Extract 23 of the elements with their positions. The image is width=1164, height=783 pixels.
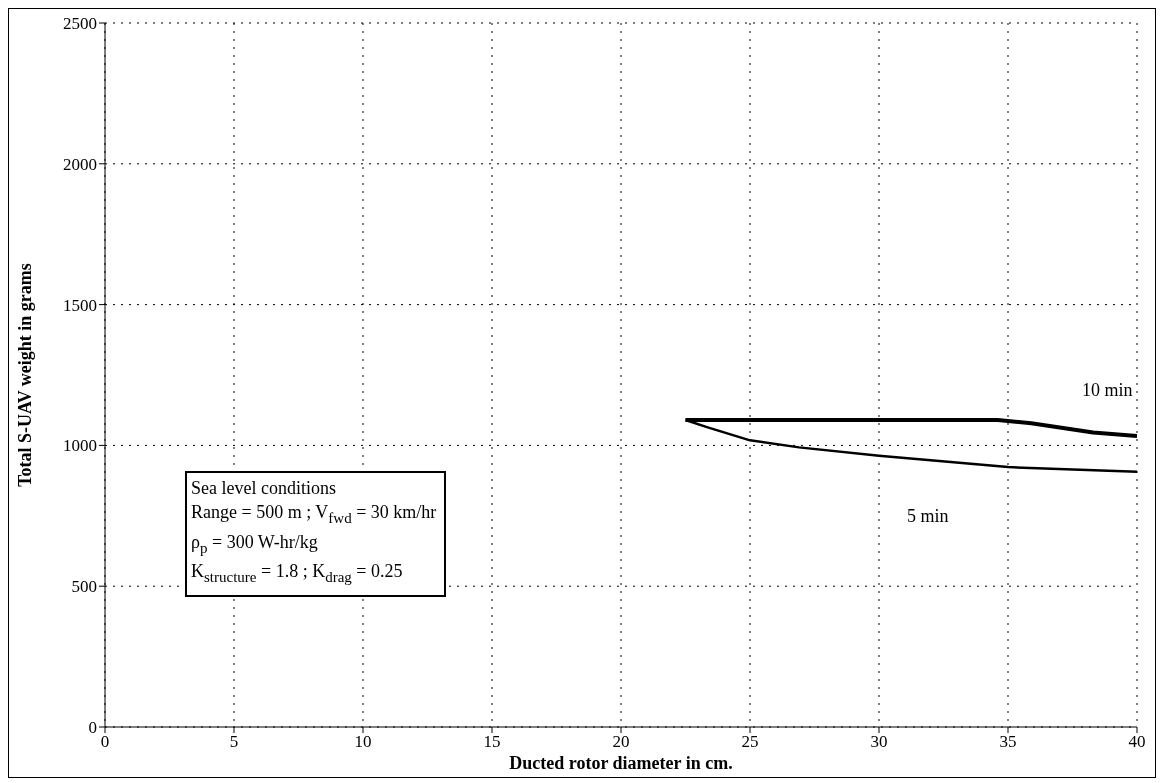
annotation: Range = 500 m ; V$_{fwd}$ = 30 km/hr: [191, 501, 437, 528]
series-label: 10 min: [1082, 380, 1133, 401]
x-tick-label: 20: [612, 732, 630, 752]
y-tick-label: 0: [88, 718, 97, 738]
x-tick-label: 25: [741, 732, 759, 752]
x-tick-label: 0: [100, 732, 110, 752]
x-tick-label: 40: [1128, 732, 1146, 752]
y-tick-label: 1000: [63, 436, 97, 456]
y-axis-title: Total S-UAV weight in grams: [15, 263, 36, 487]
x-tick-label: 10: [354, 732, 372, 752]
annotation: ρ$_{p}$ = 300 W-hr/kg: [191, 530, 319, 558]
annotation: K$_{structure}$ = 1.8 ; K$_{drag}$ = 0.25: [191, 560, 404, 587]
text: 5 min: [907, 505, 949, 526]
x-axis-title: Ducted rotor diameter in cm.: [509, 753, 733, 773]
x-tick-label: 35: [999, 732, 1017, 752]
x-tick-label: 30: [870, 732, 888, 752]
y-tick-label: 1500: [63, 295, 97, 315]
y-tick-label: 500: [71, 577, 97, 597]
y-tick-label: 2500: [63, 14, 97, 34]
x-tick-label: 15: [483, 732, 501, 752]
y-tick-label: 2000: [63, 154, 97, 174]
x-tick-label: 5: [229, 732, 239, 752]
annotation: Sea level conditions: [191, 477, 337, 500]
